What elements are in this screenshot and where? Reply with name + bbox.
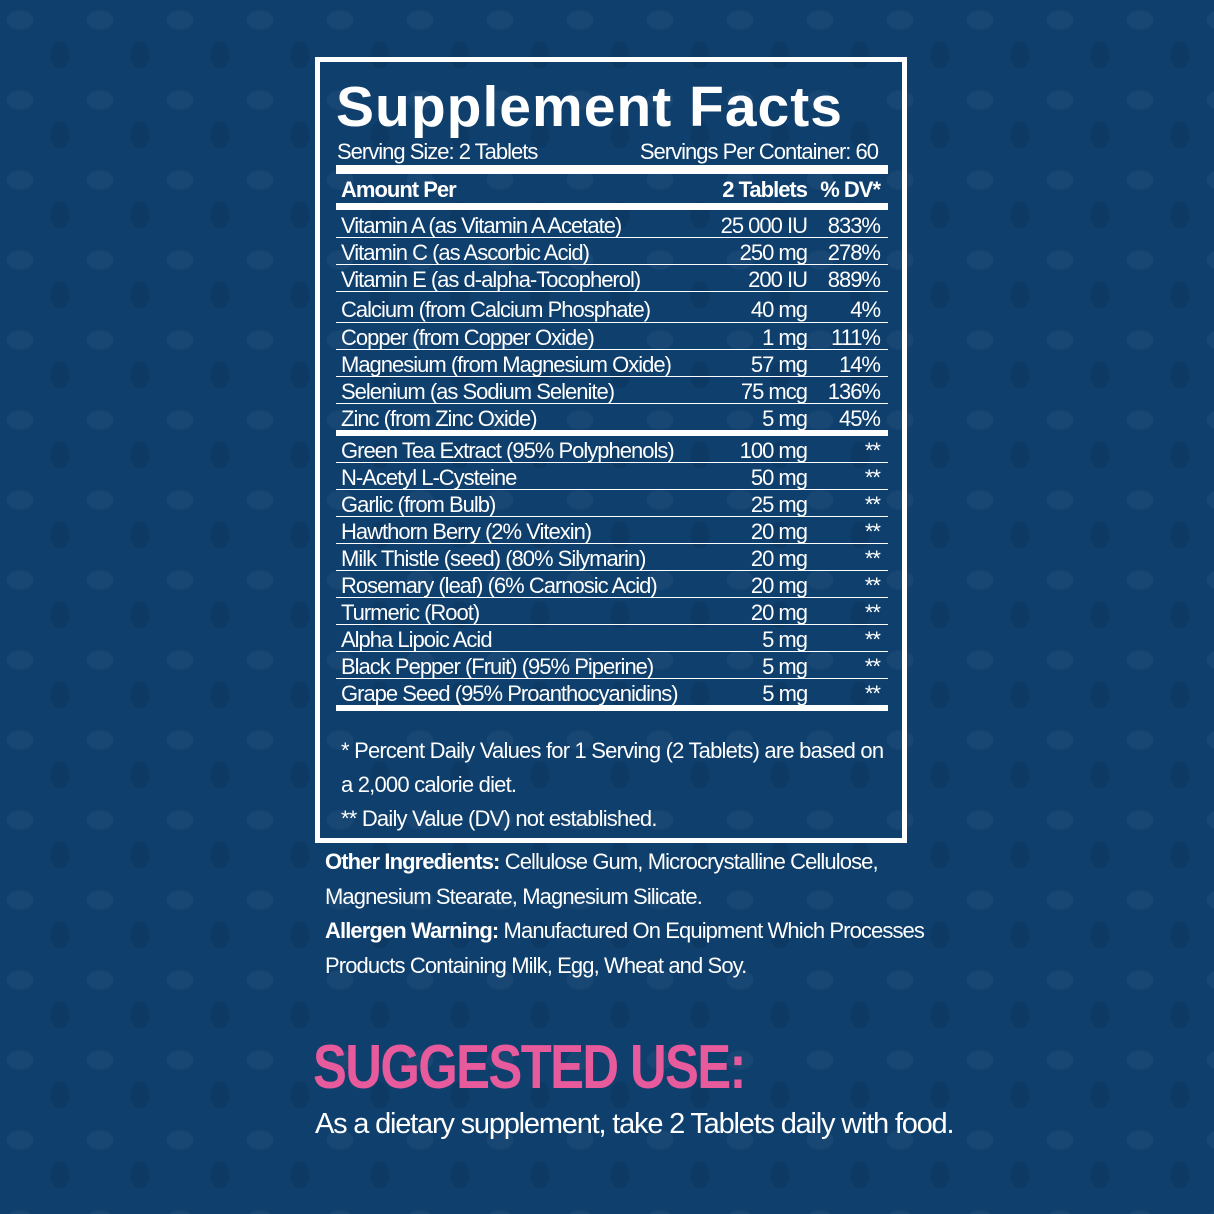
row-dv: ** (864, 519, 881, 544)
row-amount: 25 mg (750, 492, 808, 517)
facts-table: Vitamin A (as Vitamin A Acetate) 25 000 I… (336, 211, 888, 711)
row-name: Alpha Lipoic Acid (341, 627, 493, 652)
servings-per-container: Servings Per Container: 60 (639, 139, 879, 164)
row-dv: ** (864, 573, 881, 598)
row-name: N-Acetyl L-Cysteine (341, 465, 517, 490)
other-ingredients-label: Other Ingredients: (325, 849, 500, 874)
other-ingredients-text: Cellulose Gum, Microcrystalline Cellulos… (325, 849, 879, 909)
supplement-facts-panel: Supplement Facts Serving Size: 2 Tablets… (315, 57, 907, 843)
table-header: Amount Per 2 Tablets % DV* (341, 177, 881, 203)
row-dv: 889% (827, 267, 881, 292)
row-amount: 5 mg (762, 406, 808, 431)
row-dv: 278% (827, 240, 881, 265)
row-amount: 20 mg (750, 573, 808, 598)
row-name: Vitamin C (as Ascorbic Acid) (341, 240, 590, 265)
header-amount: 2 Tablets (722, 177, 808, 202)
table-row: Hawthorn Berry (2% Vitexin) 20 mg ** (336, 517, 888, 544)
row-dv: ** (864, 627, 881, 652)
row-name: Turmeric (Root) (341, 600, 480, 625)
row-name: Selenium (as Sodium Selenite) (341, 379, 615, 404)
row-name: Copper (from Copper Oxide) (341, 325, 595, 350)
row-amount: 5 mg (762, 654, 808, 679)
row-amount: 5 mg (762, 681, 808, 706)
row-name: Grape Seed (95% Proanthocyanidins) (341, 681, 679, 706)
row-name: Black Pepper (Fruit) (95% Piperine) (341, 654, 654, 679)
table-row: Turmeric (Root) 20 mg ** (336, 598, 888, 625)
row-dv: 4% (850, 297, 881, 322)
row-dv: 111% (830, 325, 881, 350)
footnotes: * Percent Daily Values for 1 Serving (2 … (341, 734, 884, 836)
table-row: Milk Thistle (seed) (80% Silymarin) 20 mg… (336, 544, 888, 571)
row-name: Vitamin E (as d-alpha-Tocopherol) (341, 267, 641, 292)
footnote-dv: * Percent Daily Values for 1 Serving (2 … (341, 738, 884, 763)
footnote-not-established: ** Daily Value (DV) not established. (341, 806, 657, 831)
table-row: N-Acetyl L-Cysteine 50 mg ** (336, 463, 888, 490)
header-amount-per: Amount Per (341, 177, 457, 202)
footnote-dv-cont: a 2,000 calorie diet. (341, 772, 517, 797)
row-name: Milk Thistle (seed) (80% Silymarin) (341, 546, 646, 571)
row-amount: 75 mcg (740, 379, 808, 404)
row-dv: ** (864, 600, 881, 625)
allergen-label: Allergen Warning: (325, 918, 499, 943)
table-row: Vitamin C (as Ascorbic Acid) 250 mg 278% (336, 238, 888, 265)
row-amount: 20 mg (750, 519, 808, 544)
allergen-text: Manufactured On Equipment Which Processe… (325, 918, 925, 978)
table-row: Green Tea Extract (95% Polyphenols) 100 m… (336, 436, 888, 463)
row-dv: ** (864, 681, 881, 706)
table-row: Black Pepper (Fruit) (95% Piperine) 5 mg *… (336, 652, 888, 679)
row-name: Rosemary (leaf) (6% Carnosic Acid) (341, 573, 658, 598)
row-amount: 5 mg (762, 627, 808, 652)
header-dv: % DV* (820, 177, 881, 202)
divider (336, 165, 888, 174)
row-dv: 45% (838, 406, 881, 431)
table-row: Copper (from Copper Oxide) 1 mg 111% (336, 323, 888, 350)
row-amount: 100 mg (739, 438, 808, 463)
row-name: Hawthorn Berry (2% Vitexin) (341, 519, 592, 544)
suggested-use-heading: SUGGESTED USE: (313, 1033, 746, 1102)
table-row: Zinc (from Zinc Oxide) 5 mg 45% (336, 404, 888, 436)
row-name: Garlic (from Bulb) (341, 492, 496, 517)
ingredients-info: Other Ingredients: Cellulose Gum, Microc… (325, 845, 925, 983)
row-dv: ** (864, 465, 881, 490)
allergen-warning: Allergen Warning: Manufactured On Equipm… (325, 914, 925, 983)
table-row: Grape Seed (95% Proanthocyanidins) 5 mg ** (336, 679, 888, 711)
serving-info: Serving Size: 2 Tablets Servings Per Con… (337, 139, 879, 165)
table-row: Garlic (from Bulb) 25 mg ** (336, 490, 888, 517)
row-name: Vitamin A (as Vitamin A Acetate) (341, 213, 622, 238)
row-amount: 1 mg (762, 325, 808, 350)
row-name: Magnesium (from Magnesium Oxide) (341, 352, 672, 377)
row-name: Calcium (from Calcium Phosphate) (341, 297, 651, 322)
row-amount: 50 mg (750, 465, 808, 490)
row-dv: 833% (827, 213, 881, 238)
row-dv: ** (864, 492, 881, 517)
row-amount: 20 mg (750, 546, 808, 571)
table-row: Rosemary (leaf) (6% Carnosic Acid) 20 mg *… (336, 571, 888, 598)
table-row: Alpha Lipoic Acid 5 mg ** (336, 625, 888, 652)
row-dv: ** (864, 438, 881, 463)
row-dv: 136% (827, 379, 881, 404)
table-row: Calcium (from Calcium Phosphate) 40 mg 4% (336, 292, 888, 323)
row-dv: ** (864, 654, 881, 679)
row-amount: 25 000 IU (720, 213, 808, 238)
row-amount: 20 mg (750, 600, 808, 625)
other-ingredients: Other Ingredients: Cellulose Gum, Microc… (325, 845, 925, 914)
serving-size: Serving Size: 2 Tablets (337, 139, 538, 164)
divider (336, 203, 888, 210)
row-name: Green Tea Extract (95% Polyphenols) (341, 438, 675, 463)
row-dv: ** (864, 546, 881, 571)
panel-title: Supplement Facts (336, 75, 843, 139)
suggested-use-text: As a dietary supplement, take 2 Tablets … (315, 1108, 955, 1140)
row-amount: 57 mg (750, 352, 808, 377)
row-amount: 200 IU (748, 267, 808, 292)
table-row: Magnesium (from Magnesium Oxide) 57 mg 14% (336, 350, 888, 377)
table-row: Vitamin A (as Vitamin A Acetate) 25 000 I… (336, 211, 888, 238)
row-name: Zinc (from Zinc Oxide) (341, 406, 538, 431)
table-row: Vitamin E (as d-alpha-Tocopherol) 200 IU 8… (336, 265, 888, 292)
row-amount: 250 mg (739, 240, 808, 265)
table-row: Selenium (as Sodium Selenite) 75 mcg 136% (336, 377, 888, 404)
row-amount: 40 mg (750, 297, 808, 322)
row-dv: 14% (838, 352, 881, 377)
